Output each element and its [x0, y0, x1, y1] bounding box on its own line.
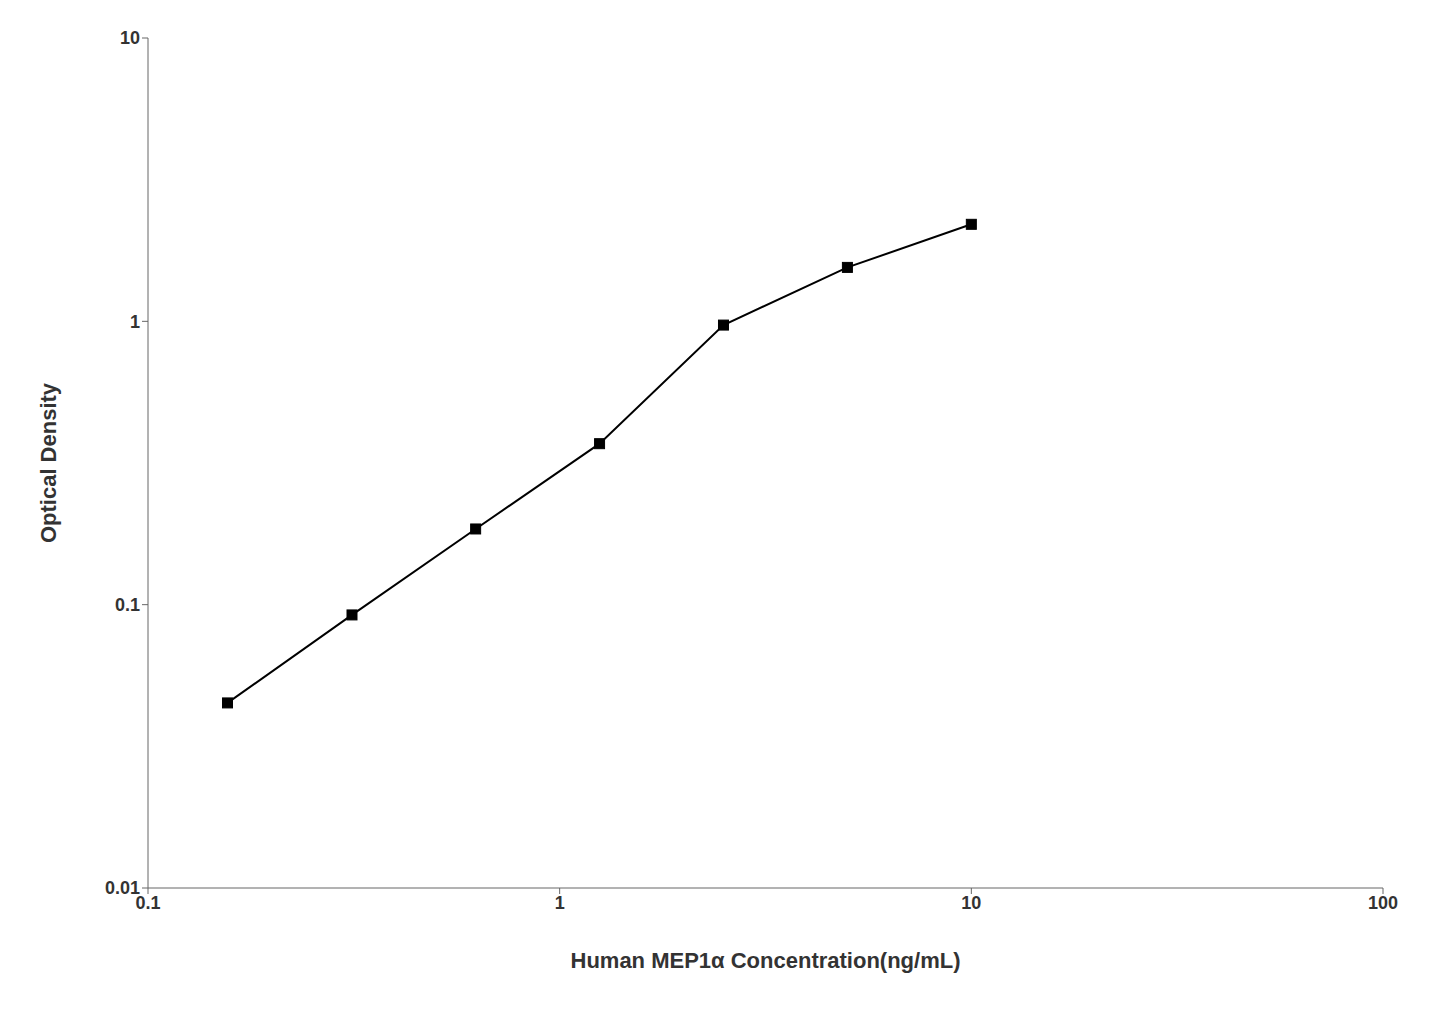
svg-text:0.01: 0.01 — [105, 878, 140, 898]
svg-text:10: 10 — [961, 893, 981, 913]
svg-text:1: 1 — [555, 893, 565, 913]
svg-text:100: 100 — [1368, 893, 1398, 913]
svg-text:Human MEP1α Concentration(ng/m: Human MEP1α Concentration(ng/mL) — [571, 948, 961, 973]
svg-text:Optical Density: Optical Density — [36, 382, 61, 543]
svg-text:0.1: 0.1 — [115, 595, 140, 615]
svg-text:10: 10 — [120, 28, 140, 48]
svg-text:0.1: 0.1 — [135, 892, 161, 913]
svg-text:1: 1 — [130, 312, 140, 332]
